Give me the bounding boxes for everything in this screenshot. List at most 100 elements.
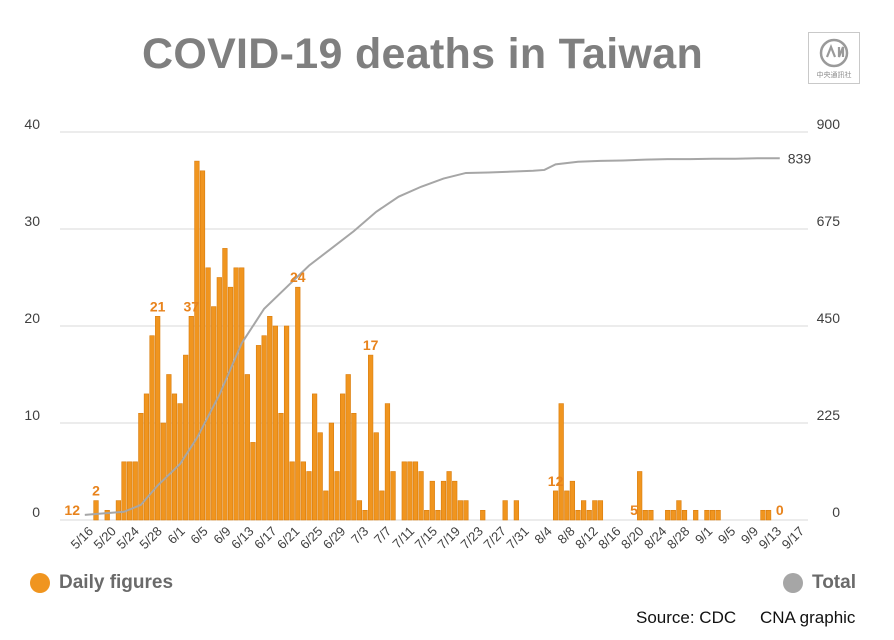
legend-total: Total <box>783 572 856 594</box>
daily-bar <box>115 500 122 521</box>
daily-bar <box>93 500 99 521</box>
daily-bar <box>104 509 110 521</box>
bar-annotation: 17 <box>363 337 379 353</box>
daily-bar <box>188 315 194 521</box>
bar-annotation: 12 <box>548 473 564 489</box>
x-tick-label: 8/12 <box>572 524 601 553</box>
daily-bar <box>211 306 217 521</box>
x-tick-label: 6/25 <box>297 524 326 553</box>
daily-bar <box>289 461 295 521</box>
left-axis-tick-label: 0 <box>32 504 40 520</box>
daily-bar <box>323 490 329 521</box>
x-tick-label: 7/15 <box>412 524 441 553</box>
daily-bar <box>681 509 688 521</box>
bar-annotation: 21 <box>150 298 166 314</box>
daily-bar <box>300 461 306 521</box>
daily-bar <box>379 490 385 521</box>
daily-bar <box>306 471 312 521</box>
daily-bar <box>457 500 463 521</box>
daily-bar <box>183 354 189 521</box>
daily-bar <box>295 286 301 521</box>
legend-daily: Daily figures <box>30 572 173 594</box>
chart-title: COVID-19 deaths in Taiwan <box>141 30 704 78</box>
daily-bar <box>648 509 654 521</box>
cna-logo-text: 中央通訊社 <box>817 70 852 79</box>
daily-bar <box>670 509 676 521</box>
credit-note: CNA graphic <box>760 608 856 627</box>
daily-bar <box>160 422 166 521</box>
daily-bar <box>665 509 671 521</box>
x-tick-label: 6/17 <box>251 524 280 553</box>
left-axis-tick-label: 30 <box>24 213 40 229</box>
daily-bar <box>704 509 710 521</box>
daily-bar <box>345 374 351 521</box>
daily-bar <box>368 354 374 521</box>
daily-bar <box>424 509 430 521</box>
daily-bar <box>255 345 262 521</box>
left-axis-tick-label: 10 <box>24 407 40 423</box>
daily-bar <box>586 509 592 521</box>
daily-bar <box>261 335 267 521</box>
x-tick-label: 8/16 <box>595 524 624 553</box>
left-axis-tick-label: 40 <box>24 116 40 132</box>
daily-bar <box>569 480 576 521</box>
daily-bar <box>440 480 447 521</box>
daily-bar <box>317 432 323 521</box>
daily-bar <box>328 422 335 521</box>
daily-bar <box>592 500 598 521</box>
daily-bar <box>351 412 357 521</box>
daily-bar <box>597 500 604 521</box>
daily-bar <box>693 509 699 521</box>
x-tick-label: 7/19 <box>435 524 464 553</box>
bar-annotation: 0 <box>776 502 784 518</box>
x-tick-label: 6/1 <box>164 524 187 547</box>
daily-bar <box>709 509 716 521</box>
daily-bar <box>199 170 206 521</box>
daily-bar <box>581 500 587 521</box>
x-tick-label: 9/17 <box>779 524 808 553</box>
legend-daily-swatch <box>30 573 50 593</box>
x-tick-label: 6/29 <box>320 524 349 553</box>
daily-bar <box>311 393 318 521</box>
daily-bar <box>155 315 161 521</box>
daily-bar <box>407 461 413 521</box>
daily-bar <box>552 490 559 521</box>
x-tick-label: 5/24 <box>113 524 142 553</box>
daily-bar <box>401 461 407 521</box>
x-tick-label: 9/5 <box>715 524 738 547</box>
total-line <box>84 157 780 516</box>
bar-annotation: 5 <box>630 502 638 518</box>
daily-bar <box>502 500 508 521</box>
daily-bar <box>412 461 419 521</box>
x-tick-label: 7/23 <box>458 524 487 553</box>
daily-bar <box>575 509 581 521</box>
daily-bar <box>127 461 133 521</box>
daily-bar <box>244 374 250 521</box>
x-tick-label: 7/27 <box>480 524 509 553</box>
daily-bar <box>227 286 234 521</box>
daily-bar <box>194 160 200 521</box>
daily-bar <box>715 509 721 521</box>
daily-bar <box>166 374 172 521</box>
x-tick-label: 7/3 <box>348 524 371 547</box>
x-tick-label: 6/21 <box>274 524 303 553</box>
legend-total-label: Total <box>812 572 856 593</box>
daily-bar <box>356 500 363 521</box>
daily-bar <box>283 325 290 521</box>
daily-bar <box>373 432 379 521</box>
daily-bar <box>676 500 682 521</box>
daily-bar <box>418 471 424 521</box>
source-note: Source: CDC <box>636 608 737 627</box>
x-tick-label: 5/20 <box>91 524 120 553</box>
daily-bar <box>558 403 564 521</box>
x-tick-label: 6/13 <box>228 524 257 553</box>
x-tick-label: 5/16 <box>68 524 97 553</box>
daily-bar <box>765 509 772 521</box>
daily-bar <box>278 412 284 521</box>
right-axis-tick-label: 450 <box>817 310 841 326</box>
bar-annotation: 2 <box>92 483 100 499</box>
right-axis-tick-label: 675 <box>817 213 841 229</box>
x-tick-label: 8/28 <box>664 524 693 553</box>
